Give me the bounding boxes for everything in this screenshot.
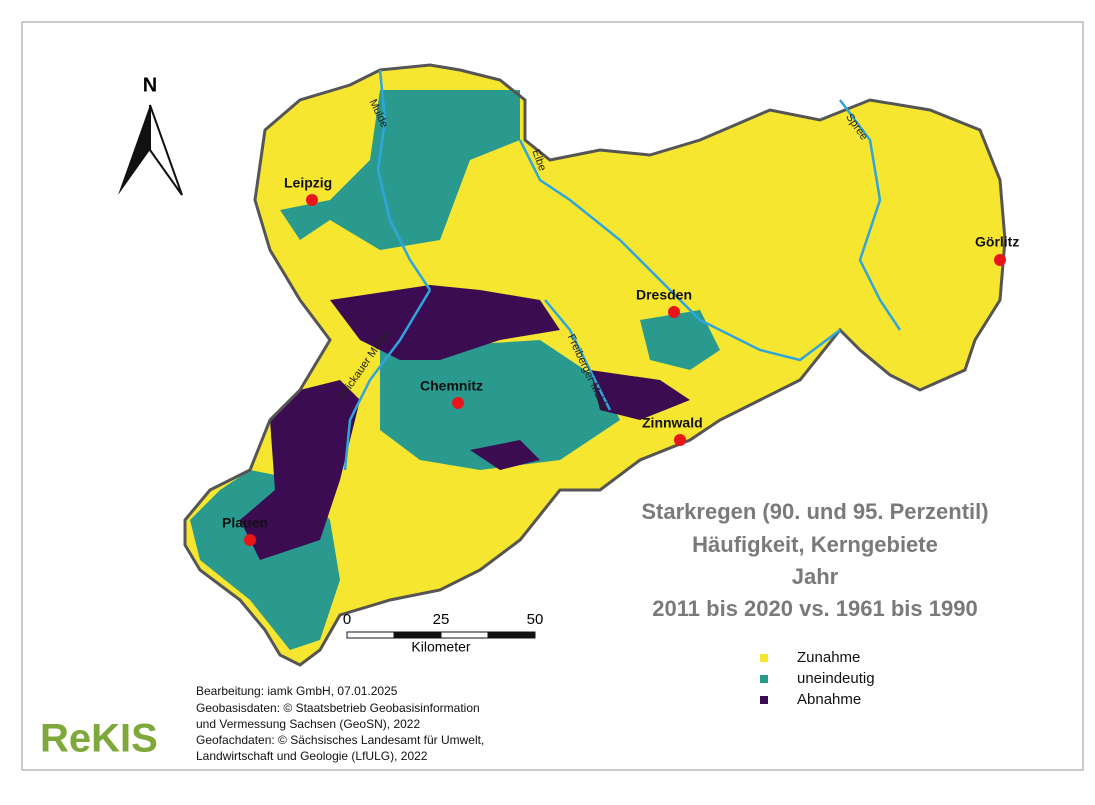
city-label: Leipzig	[284, 175, 332, 191]
river-line	[544, 299, 612, 411]
city-dot	[674, 434, 686, 446]
river-line	[518, 139, 841, 362]
rivers	[343, 69, 902, 471]
north-arrow: N	[118, 74, 183, 196]
scale-segment	[440, 631, 489, 639]
city-dot	[668, 306, 680, 318]
scale-segment	[393, 631, 442, 639]
city-label: Chemnitz	[420, 378, 483, 394]
city-dot	[994, 254, 1006, 266]
title: Starkregen (90. und 95. Perzentil) Häufi…	[641, 499, 988, 621]
region-uneindeutig	[640, 310, 720, 370]
legend: Zunahme uneindeutig Abnahme	[760, 649, 875, 708]
city-label: Plauen	[222, 515, 268, 531]
title-line: Häufigkeit, Kerngebiete	[692, 532, 938, 557]
city-dots	[244, 194, 1006, 546]
river-line	[839, 99, 902, 331]
scale-segment	[346, 631, 395, 639]
credit-line: Bearbeitung: iamk GmbH, 07.01.2025	[196, 684, 398, 698]
credit-line: Landwirtschaft und Geologie (LfULG), 202…	[196, 749, 428, 763]
city-label: Zinnwald	[642, 415, 703, 431]
scale-tick: 25	[433, 611, 450, 628]
credit-line: und Vermessung Sachsen (GeoSN), 2022	[196, 717, 420, 731]
title-line: Starkregen (90. und 95. Perzentil)	[641, 499, 988, 524]
city-label: Dresden	[636, 287, 692, 303]
legend-swatch	[760, 654, 768, 662]
legend-label: uneindeutig	[797, 670, 875, 687]
region-abnahme	[330, 285, 560, 360]
credit-line: Geobasisdaten: © Staatsbetrieb Geobasisi…	[196, 701, 480, 715]
legend-label: Zunahme	[797, 649, 860, 666]
north-label: N	[143, 74, 157, 96]
credit-line: Geofachdaten: © Sächsisches Landesamt fü…	[196, 733, 484, 747]
river-line	[343, 289, 432, 471]
region-abnahme	[240, 380, 360, 560]
city-dot	[244, 534, 256, 546]
scale-segment	[487, 631, 536, 639]
logo: ReKIS	[40, 717, 158, 761]
city-dot	[452, 397, 464, 409]
scale-bar: 0 25 50 Kilometer	[343, 611, 544, 655]
title-line: 2011 bis 2020 vs. 1961 bis 1990	[652, 596, 977, 621]
region-abnahme	[590, 370, 690, 420]
scale-tick: 0	[343, 611, 351, 628]
state-border	[183, 63, 1007, 667]
legend-swatch	[760, 675, 768, 683]
arrow-half	[149, 104, 183, 196]
region-uneindeutig	[380, 340, 620, 470]
city-dot	[306, 194, 318, 206]
credits: Bearbeitung: iamk GmbH, 07.01.2025 Geoba…	[196, 684, 484, 763]
region-abnahme	[470, 440, 540, 470]
city-label: Görlitz	[975, 234, 1019, 250]
arrow-half	[118, 105, 150, 195]
region-uneindeutig	[280, 90, 520, 250]
title-line: Jahr	[792, 564, 839, 589]
scale-unit: Kilometer	[411, 639, 470, 655]
map: Mulde Elbe Spree Zwickauer Mulde Freiber…	[183, 63, 1019, 667]
scale-tick: 50	[527, 611, 544, 628]
river-line	[376, 69, 432, 291]
legend-label: Abnahme	[797, 691, 861, 708]
legend-swatch	[760, 696, 768, 704]
